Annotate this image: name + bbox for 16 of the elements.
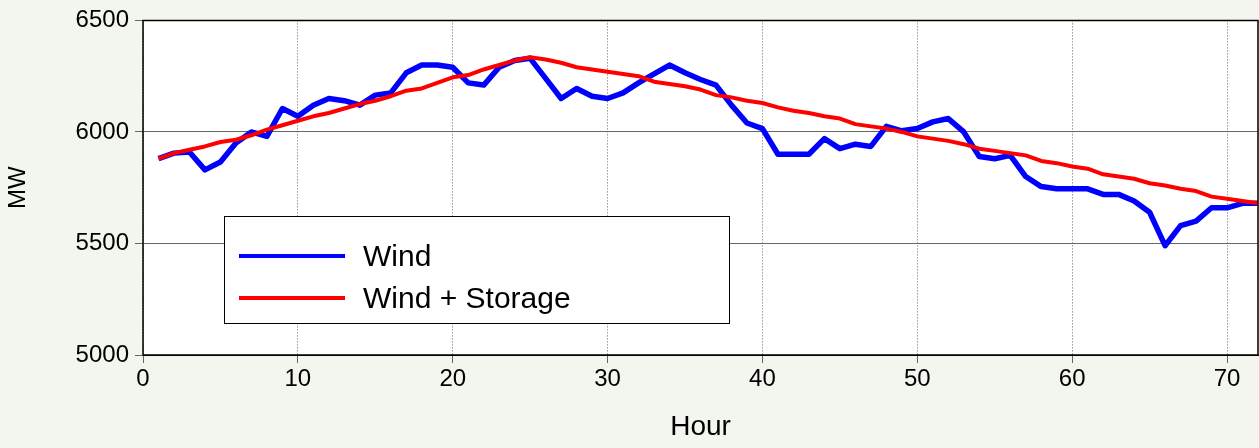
x-tick-label: 20 [439, 364, 467, 392]
x-tick-label: 50 [903, 364, 931, 392]
legend-label: Wind + Storage [363, 281, 571, 315]
y-axis-title: MW [3, 166, 31, 210]
x-tick-label: 40 [749, 364, 776, 392]
x-tick-label: 10 [284, 364, 312, 392]
y-tick-label: 6500 [75, 5, 129, 33]
y-tick-label: 5000 [75, 339, 129, 367]
y-tick-label: 5500 [75, 228, 129, 256]
x-tick-label: 0 [136, 364, 150, 392]
y-tick-label: 6000 [75, 116, 129, 144]
x-axis-title: Hour [670, 409, 731, 441]
legend-label: Wind [363, 239, 432, 273]
x-tick-label: 60 [1058, 364, 1086, 392]
x-tick-label: 70 [1213, 364, 1241, 392]
x-tick-label: 30 [594, 364, 621, 392]
